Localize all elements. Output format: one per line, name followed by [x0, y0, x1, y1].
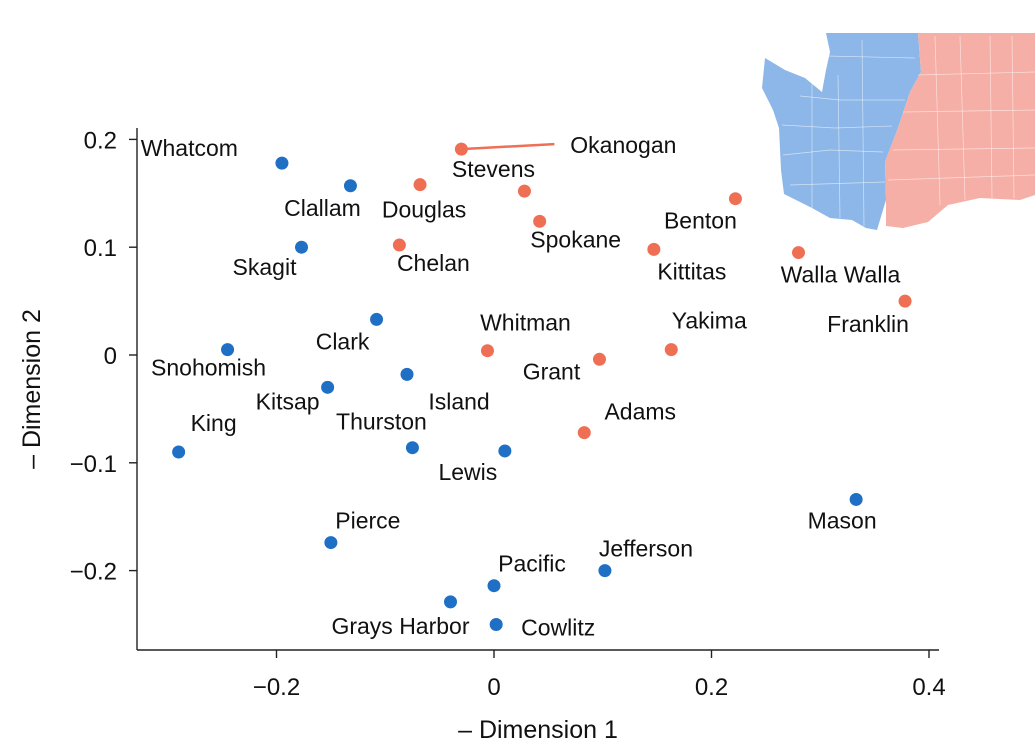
point-whitman — [480, 344, 494, 358]
okanogan-leader-line — [461, 142, 555, 151]
label-whatcom: Whatcom — [141, 135, 238, 161]
y-tick-label: 0.1 — [84, 235, 117, 262]
label-grays-harbor: Grays Harbor — [331, 613, 469, 639]
x-tick-label: −0.2 — [253, 674, 300, 701]
point-island — [400, 367, 414, 381]
point-snohomish — [221, 343, 235, 357]
label-lewis: Lewis — [438, 459, 497, 485]
label-pacific: Pacific — [498, 551, 566, 577]
x-axis-ticks: −0.2 0 0.2 0.4 — [253, 650, 946, 701]
label-douglas: Douglas — [382, 197, 466, 223]
point-labels: Whatcom Clallam Skagit Clark Snohomish Kitsap… — [141, 132, 909, 640]
point-douglas — [413, 178, 427, 192]
point-stevens — [517, 184, 531, 198]
x-tick-label: 0.4 — [912, 674, 945, 701]
point-pacific — [487, 579, 501, 593]
point-skagit — [295, 240, 309, 254]
point-whatcom — [275, 156, 289, 170]
label-walla-walla: Walla Walla — [781, 262, 901, 288]
point-clallam — [343, 179, 357, 193]
x-tick-label: 0.2 — [695, 674, 728, 701]
point-grant — [592, 352, 606, 366]
y-tick-label: 0 — [104, 343, 117, 370]
label-pierce: Pierce — [335, 508, 400, 534]
map-east-region — [885, 33, 1035, 228]
label-franklin: Franklin — [827, 311, 909, 337]
point-thurston — [405, 441, 419, 455]
x-tick-label: 0 — [487, 674, 500, 701]
point-kitsap — [321, 380, 335, 394]
label-snohomish: Snohomish — [151, 355, 266, 381]
label-benton: Benton — [664, 208, 737, 234]
label-kittitas: Kittitas — [657, 258, 726, 284]
point-adams — [577, 426, 591, 440]
point-lewis — [498, 444, 512, 458]
y-tick-label: −0.2 — [70, 559, 117, 586]
point-king — [172, 445, 186, 459]
point-okanogan — [454, 142, 468, 156]
y-tick-label: 0.2 — [84, 127, 117, 154]
y-tick-label: −0.1 — [70, 451, 117, 478]
label-skagit: Skagit — [233, 254, 298, 280]
label-clallam: Clallam — [284, 195, 361, 221]
label-spokane: Spokane — [530, 226, 621, 252]
x-axis-title: – Dimension 1 — [458, 716, 618, 744]
label-jefferson: Jefferson — [599, 536, 693, 562]
label-yakima: Yakima — [672, 308, 747, 334]
point-grays-harbor — [444, 595, 457, 609]
label-okanogan: Okanogan — [570, 132, 676, 158]
label-island: Island — [428, 388, 489, 414]
point-cowlitz — [489, 618, 503, 631]
y-axis-title: – Dimension 2 — [18, 309, 46, 469]
axes: −0.2 0 0.2 0.4 −0.2 −0.1 0 0.1 0.2 – Dimension … — [18, 127, 946, 744]
label-cowlitz: Cowlitz — [521, 615, 595, 641]
y-axis-ticks: −0.2 −0.1 0 0.1 0.2 — [70, 127, 137, 586]
point-benton — [728, 192, 742, 206]
point-franklin — [898, 294, 912, 308]
point-clark — [370, 312, 384, 326]
label-kitsap: Kitsap — [256, 388, 320, 414]
washington-state-inset-map — [762, 33, 1035, 230]
point-chelan — [392, 238, 406, 252]
label-stevens: Stevens — [452, 156, 535, 182]
map-west-region — [762, 33, 921, 230]
label-clark: Clark — [316, 328, 370, 354]
label-grant: Grant — [523, 358, 581, 384]
label-adams: Adams — [604, 399, 676, 425]
label-chelan: Chelan — [397, 250, 470, 276]
data-points — [172, 142, 912, 631]
label-whitman: Whitman — [480, 310, 571, 336]
point-yakima — [664, 343, 678, 357]
point-jefferson — [598, 564, 612, 578]
point-spokane — [533, 214, 547, 228]
label-king: King — [191, 410, 237, 436]
point-pierce — [324, 536, 338, 550]
map-county-lines — [781, 35, 1035, 227]
label-thurston: Thurston — [336, 409, 427, 435]
point-kittitas — [647, 242, 661, 256]
point-walla-walla — [792, 246, 805, 260]
point-mason — [849, 492, 863, 506]
label-mason: Mason — [808, 507, 877, 533]
